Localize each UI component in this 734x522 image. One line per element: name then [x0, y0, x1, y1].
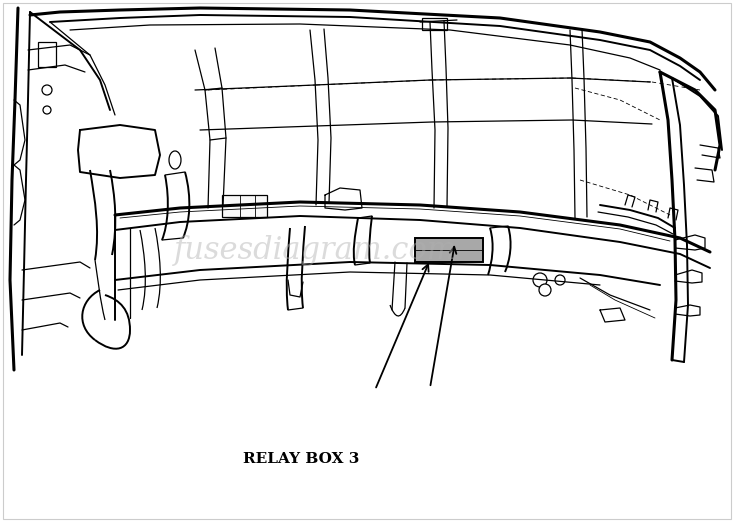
- Text: fusesdiagram.com: fusesdiagram.com: [174, 235, 457, 266]
- Bar: [422, 18, 447, 30]
- Circle shape: [539, 284, 551, 296]
- Circle shape: [555, 275, 565, 285]
- Bar: [222, 195, 267, 217]
- Bar: [415, 238, 483, 262]
- Bar: [38, 42, 56, 67]
- Circle shape: [43, 106, 51, 114]
- Circle shape: [533, 273, 547, 287]
- Circle shape: [42, 85, 52, 95]
- Text: RELAY BOX 3: RELAY BOX 3: [243, 453, 359, 466]
